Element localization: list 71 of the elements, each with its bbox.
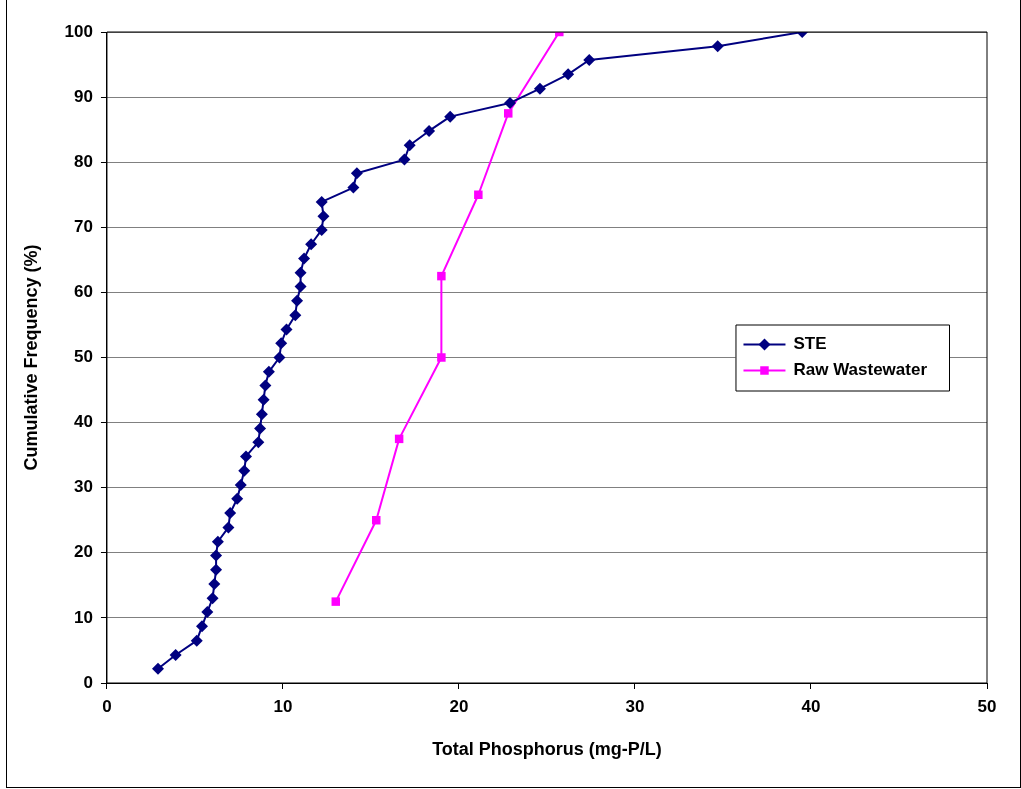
point [210, 563, 223, 576]
point [562, 68, 575, 81]
y-axis-title: Cumulative Frequency (%) [20, 244, 41, 471]
point [211, 535, 224, 548]
point [196, 620, 209, 633]
point [583, 53, 596, 66]
point [257, 393, 270, 406]
point [275, 337, 288, 350]
y-tick-label: 0 [83, 672, 93, 692]
point [259, 379, 272, 392]
point [201, 606, 214, 619]
point [711, 40, 724, 53]
point [350, 167, 363, 180]
point [280, 323, 293, 336]
point [169, 649, 182, 662]
point [437, 353, 446, 362]
legend-label: Raw Wastewater [793, 360, 928, 380]
point [190, 634, 203, 647]
point [298, 252, 311, 265]
point [289, 309, 302, 322]
legend-label: STE [793, 334, 827, 354]
point [533, 82, 546, 95]
point [474, 190, 483, 199]
point [234, 479, 247, 492]
point [504, 96, 517, 109]
y-tick-label: 20 [74, 542, 93, 562]
y-tick-label: 60 [74, 282, 93, 302]
point [347, 181, 360, 194]
x-tick-label: 0 [102, 696, 112, 716]
y-tick-label: 100 [64, 21, 93, 41]
point [262, 365, 275, 378]
point [317, 210, 330, 223]
point [255, 408, 268, 421]
point [206, 592, 219, 605]
x-axis-title: Total Phosphorus (mg-P/L) [432, 739, 662, 760]
point [222, 521, 235, 534]
point [273, 351, 286, 364]
y-tick-label: 30 [74, 477, 93, 497]
point [315, 195, 328, 208]
point [444, 110, 457, 123]
point [294, 266, 307, 279]
point [294, 280, 307, 293]
x-tick-label: 10 [273, 696, 293, 716]
point [152, 662, 165, 675]
x-tick-label: 20 [449, 696, 469, 716]
y-tick-label: 40 [74, 412, 93, 432]
x-tick-label: 30 [625, 696, 645, 716]
point [423, 124, 436, 137]
y-tick-label: 80 [74, 151, 93, 171]
y-tick-label: 70 [74, 216, 93, 236]
point [208, 578, 221, 591]
point [437, 271, 446, 281]
point [238, 464, 251, 477]
y-tick-label: 50 [74, 347, 93, 367]
point [305, 238, 318, 251]
point [403, 139, 416, 152]
point [315, 223, 328, 236]
y-tick-label: 90 [74, 86, 93, 106]
point [240, 450, 253, 463]
x-tick-label: 40 [801, 696, 821, 716]
point [504, 109, 513, 118]
point [398, 153, 411, 166]
point [231, 492, 244, 505]
point [254, 422, 267, 435]
point [224, 507, 237, 520]
point [210, 549, 223, 562]
point [291, 294, 304, 307]
point [252, 436, 265, 449]
point [331, 597, 341, 606]
x-tick-label: 50 [977, 696, 997, 716]
y-tick-label: 10 [74, 607, 93, 627]
